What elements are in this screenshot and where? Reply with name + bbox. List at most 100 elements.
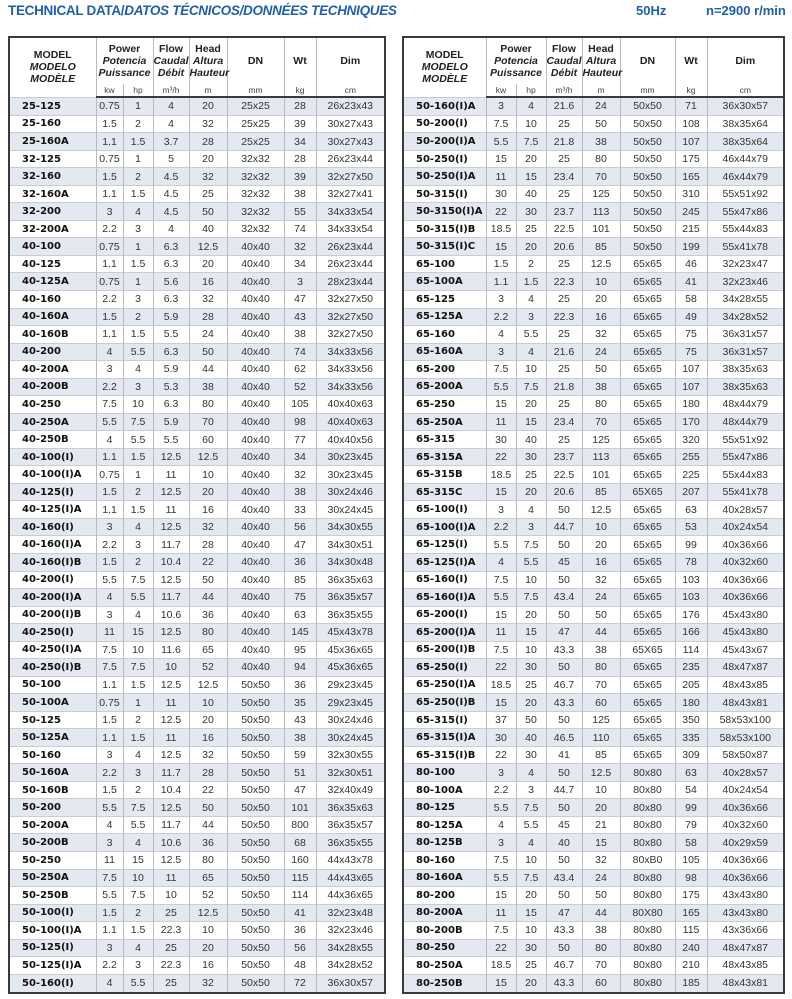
cell-power-hp: 1 [122, 237, 154, 256]
cell-power-kw: 2.2 [95, 535, 123, 554]
cell-head: 52 [188, 658, 228, 677]
cell-weight: 235 [674, 658, 708, 677]
unit-label: kg [283, 84, 317, 98]
cell-power-kw: 7.5 [485, 570, 516, 589]
cell-flow: 22.5 [545, 219, 583, 238]
cell-model: 80-250 [402, 938, 486, 957]
cell-dimensions: 55x47x86 [706, 447, 785, 466]
header-head-line: Hauteur [582, 67, 623, 79]
cell-dimensions: 36x35x55 [315, 605, 386, 624]
cell-flow: 21.6 [545, 342, 583, 361]
cell-power-kw: 15 [485, 395, 516, 414]
cell-head: 20 [581, 535, 621, 554]
cell-dn: 40x40 [226, 465, 285, 484]
cell-dimensions: 34x28x55 [315, 938, 386, 957]
cell-model: 65-250 [402, 395, 486, 414]
cell-weight: 36 [283, 552, 317, 572]
cell-head: 24 [581, 868, 621, 887]
table-row: 65-315(I)A 30 40 46.5 110 65x65 335 58x53x100 [402, 728, 785, 747]
cell-flow: 4 [152, 219, 190, 238]
cell-dimensions: 40x29x59 [706, 833, 785, 852]
cell-weight: 51 [283, 763, 317, 782]
cell-flow: 21.8 [545, 377, 583, 396]
cell-power-hp: 3 [122, 377, 154, 396]
cell-model: 80-160 [402, 851, 486, 870]
cell-head: 85 [581, 745, 621, 764]
cell-head: 50 [581, 114, 621, 133]
cell-head: 32 [581, 851, 621, 870]
cell-flow: 6.3 [152, 237, 190, 256]
cell-dimensions: 36x30x57 [706, 96, 785, 116]
cell-head: 28 [188, 763, 228, 782]
table-row: 50-315(I)C 15 20 20.6 85 50x50 199 55x41x78 [402, 237, 785, 256]
cell-dn: 50x50 [226, 675, 285, 694]
table-row: 50-200A 4 5.5 11.7 44 50x50 800 36x35x57 [8, 815, 386, 834]
cell-dimensions: 34x33x56 [315, 360, 386, 379]
cell-model: 65-200 [402, 360, 486, 379]
cell-dimensions: 34x30x48 [315, 552, 386, 572]
header-dim: Dim [706, 37, 785, 84]
cell-power-hp: 10 [122, 868, 154, 887]
cell-head: 32 [188, 745, 228, 764]
cell-model: 65-250(I) [402, 658, 486, 677]
cell-weight: 58 [674, 833, 708, 852]
cell-model: 50-250B [8, 886, 96, 905]
cell-flow: 11.7 [152, 535, 190, 554]
cell-weight: 115 [283, 868, 317, 887]
cell-head: 60 [188, 430, 228, 449]
cell-flow: 25 [545, 149, 583, 168]
cell-weight: 3 [283, 272, 317, 291]
table-row: 80-250B 15 20 43.3 60 80x80 185 48x43x81 [402, 973, 785, 993]
cell-power-hp: 4 [515, 500, 547, 519]
table-row: 50-315(I) 30 40 25 125 50x50 310 55x51x92 [402, 184, 785, 203]
cell-model: 65-200A [402, 377, 486, 396]
cell-flow: 23.4 [545, 167, 583, 186]
cell-flow: 11 [152, 465, 190, 484]
cell-flow: 11.7 [152, 763, 190, 782]
table-row: 40-160B 1.1 1.5 5.5 24 40x40 38 32x27x50 [8, 325, 386, 344]
cell-power-kw: 3 [485, 290, 516, 309]
cell-dimensions: 26x23x43 [315, 96, 386, 116]
cell-power-hp: 7.5 [122, 570, 154, 589]
cell-dn: 40x40 [226, 272, 285, 291]
cell-weight: 85 [283, 570, 317, 589]
cell-model: 50-160B [8, 780, 96, 799]
cell-dn: 80x80 [619, 973, 676, 993]
cell-dn: 50x50 [226, 745, 285, 764]
cell-flow: 25 [152, 903, 190, 922]
table-row: 80-200B 7.5 10 43.3 38 80x80 115 43x36x66 [402, 921, 785, 940]
cell-weight: 107 [674, 132, 708, 151]
header-model: MODEL MODELO MODÈLE [402, 37, 486, 97]
cell-dn: 65x65 [619, 447, 676, 466]
cell-head: 80 [581, 938, 621, 957]
cell-weight: 72 [283, 973, 317, 993]
cell-dimensions: 55x47x86 [706, 202, 785, 221]
cell-power-hp: 3 [515, 307, 547, 326]
cell-head: 60 [581, 693, 621, 712]
cell-power-hp: 2 [122, 903, 154, 922]
cell-power-kw: 30 [485, 728, 516, 747]
cell-weight: 47 [283, 535, 317, 554]
cell-model: 32-160 [8, 167, 96, 186]
cell-dimensions: 40x28x57 [706, 500, 785, 519]
cell-dn: 32x32 [226, 149, 285, 168]
cell-power-kw: 1.1 [95, 675, 123, 694]
unit-label: m³/h [152, 84, 190, 98]
cell-flow: 43.4 [545, 868, 583, 887]
header-flow-line: Caudal [546, 55, 582, 67]
cell-power-kw: 1.5 [95, 114, 123, 133]
cell-power-kw: 11 [485, 412, 516, 431]
cell-model: 50-250A [8, 868, 96, 887]
cell-weight: 63 [674, 763, 708, 782]
cell-flow: 12.5 [152, 851, 190, 870]
cell-head: 125 [581, 430, 621, 449]
cell-dn: 65x65 [619, 658, 676, 677]
cell-power-kw: 3 [485, 833, 516, 852]
table-row: 25-160A 1.1 1.5 3.7 28 25x25 34 30x27x43 [8, 132, 386, 151]
cell-flow: 5.9 [152, 412, 190, 431]
cell-dimensions: 55x51x92 [706, 184, 785, 203]
cell-model: 50-250(I) [402, 149, 486, 168]
cell-model: 65-100A [402, 272, 486, 291]
cell-model: 50-160 [8, 745, 96, 764]
table-row: 40-200A 3 4 5.9 44 40x40 62 34x33x56 [8, 360, 386, 379]
